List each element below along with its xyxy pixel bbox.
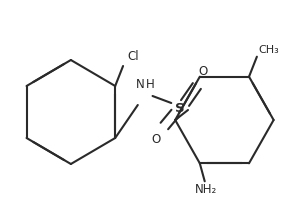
Text: O: O bbox=[199, 65, 208, 78]
Text: NH₂: NH₂ bbox=[195, 183, 217, 196]
Text: Cl: Cl bbox=[127, 49, 139, 62]
Text: N: N bbox=[136, 78, 145, 91]
Text: S: S bbox=[175, 101, 185, 115]
Text: CH₃: CH₃ bbox=[259, 45, 280, 55]
Text: H: H bbox=[146, 78, 154, 91]
Text: O: O bbox=[151, 133, 160, 146]
